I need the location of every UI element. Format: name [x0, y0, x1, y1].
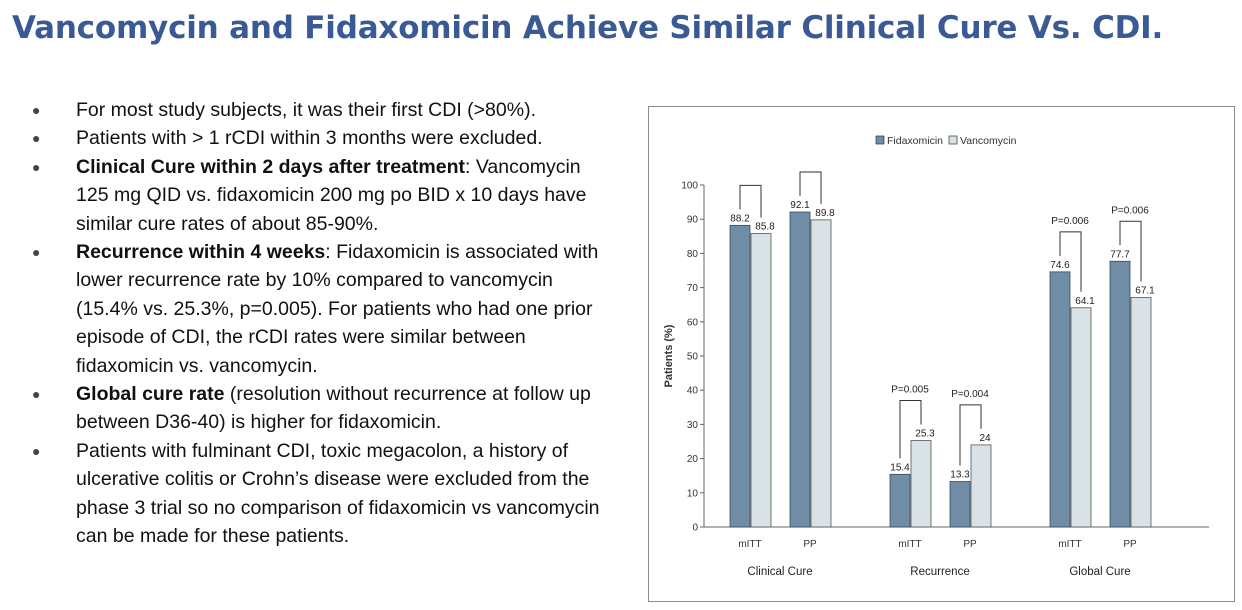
- bullet-text: For most study subjects, it was their fi…: [76, 99, 537, 121]
- y-tick-label: 10: [687, 488, 699, 499]
- value-label: 25.3: [915, 428, 935, 439]
- bullet-list: ● For most study subjects, it was their f…: [22, 96, 602, 551]
- value-label: 15.4: [890, 462, 910, 473]
- group-label: Global Cure: [1069, 566, 1130, 578]
- category-label: PP: [1123, 539, 1137, 550]
- y-tick-label: 100: [681, 181, 698, 192]
- bullet-dot-icon: ●: [32, 158, 41, 175]
- bar-vancomycin: [1070, 307, 1092, 528]
- bar-fidaxomicin: [1049, 271, 1071, 528]
- p-value-label: P=0.005: [891, 384, 929, 395]
- bullet-dot-icon: ●: [32, 386, 41, 403]
- bullet-item: ● Patients with > 1 rCDI within 3 months …: [22, 124, 602, 152]
- legend-swatch-1: [875, 135, 885, 145]
- group-label: Recurrence: [910, 566, 969, 578]
- bullet-bold-text: Recurrence within 4 weeks: [76, 241, 326, 264]
- value-label: 77.7: [1110, 249, 1130, 260]
- significance-bracket: [899, 399, 922, 459]
- value-label: 89.8: [815, 208, 835, 219]
- bullet-dot-icon: ●: [32, 442, 41, 459]
- value-label: 24: [979, 433, 991, 444]
- bullet-item: ● Clinical Cure within 2 days after treat…: [22, 153, 602, 238]
- bullet-item: ● For most study subjects, it was their f…: [22, 96, 602, 124]
- bar-vancomycin: [1130, 297, 1152, 528]
- bullet-text: Patients with fulminant CDI, toxic megac…: [76, 439, 600, 548]
- category-label: mITT: [738, 539, 761, 550]
- value-label: 64.1: [1075, 296, 1095, 307]
- y-tick-label: 90: [687, 215, 699, 226]
- bullet-dot-icon: ●: [32, 130, 41, 147]
- chart-frame: Fidaxomicin Vancomycin 0 10 20 30 40 50 60 70 80 90…: [648, 106, 1235, 602]
- y-tick-label: 60: [687, 317, 699, 328]
- significance-bracket: [1119, 220, 1142, 282]
- y-tick-label: 40: [687, 386, 699, 397]
- bar-fidaxomicin: [729, 224, 751, 528]
- bullet-item: ● Recurrence within 4 weeks: Fidaxomicin …: [22, 238, 602, 380]
- bar-fidaxomicin: [889, 473, 911, 528]
- y-tick-label: 30: [687, 420, 699, 431]
- bullet-dot-icon: ●: [32, 244, 41, 261]
- bar-vancomycin: [810, 219, 832, 528]
- legend-label-2: Vancomycin: [960, 135, 1017, 147]
- bullet-text: Patients with > 1 rCDI within 3 months w…: [76, 127, 543, 150]
- y-tick-label: 50: [687, 352, 699, 363]
- category-label: PP: [803, 539, 817, 550]
- category-label: PP: [963, 539, 977, 550]
- category-label: mITT: [898, 539, 921, 550]
- y-axis-label: Patients (%): [663, 324, 675, 387]
- slide-title: Vancomycin and Fidaxomicin Achieve Simil…: [12, 10, 1164, 46]
- significance-bracket: [739, 184, 762, 218]
- category-label: mITT: [1058, 539, 1081, 550]
- bullet-dot-icon: ●: [32, 102, 41, 118]
- value-label: 67.1: [1135, 286, 1155, 297]
- bullet-text: : Vancomycin 125 mg QID vs. fidaxomicin …: [76, 155, 587, 235]
- p-value-label: P=0.004: [951, 389, 989, 400]
- bullet-bold-text: Global cure rate: [76, 383, 225, 406]
- bar-vancomycin: [910, 440, 932, 528]
- bullet-text: (resolution without recurrence at follow…: [76, 383, 591, 434]
- significance-bracket: [1059, 231, 1082, 292]
- bar-fidaxomicin: [949, 481, 971, 528]
- value-label: 88.2: [730, 213, 750, 224]
- p-value-label: P=0.006: [1111, 205, 1149, 216]
- value-label: 92.1: [790, 200, 810, 211]
- bar-vancomycin: [750, 233, 772, 528]
- significance-bracket: [959, 404, 982, 466]
- bullet-bold-text: Clinical Cure within 2 days after treatm…: [76, 155, 466, 178]
- bar-chart: Fidaxomicin Vancomycin 0 10 20 30 40 50 60 70 80 90…: [663, 135, 1209, 578]
- y-tick-label: 20: [687, 454, 699, 465]
- bar-fidaxomicin: [789, 211, 811, 528]
- bullet-text: : Fidaxomicin is associated with lower r…: [76, 241, 599, 377]
- group-label: Clinical Cure: [747, 566, 812, 578]
- value-label: 13.3: [950, 470, 970, 481]
- p-value-label: P=0.006: [1051, 216, 1089, 227]
- y-tick-label: 70: [687, 283, 699, 294]
- legend-label-1: Fidaxomicin: [887, 135, 943, 147]
- y-tick-label: 80: [687, 249, 699, 260]
- legend-swatch-2: [948, 135, 958, 145]
- y-tick-label: 0: [692, 523, 698, 534]
- bar-fidaxomicin: [1109, 260, 1131, 528]
- significance-bracket: [799, 171, 822, 204]
- bullet-item: ● Global cure rate (resolution without re…: [22, 380, 602, 437]
- value-label: 85.8: [755, 222, 775, 233]
- bullet-item: ● Patients with fulminant CDI, toxic mega…: [22, 437, 602, 551]
- value-label: 74.6: [1050, 260, 1070, 271]
- bar-vancomycin: [970, 444, 992, 528]
